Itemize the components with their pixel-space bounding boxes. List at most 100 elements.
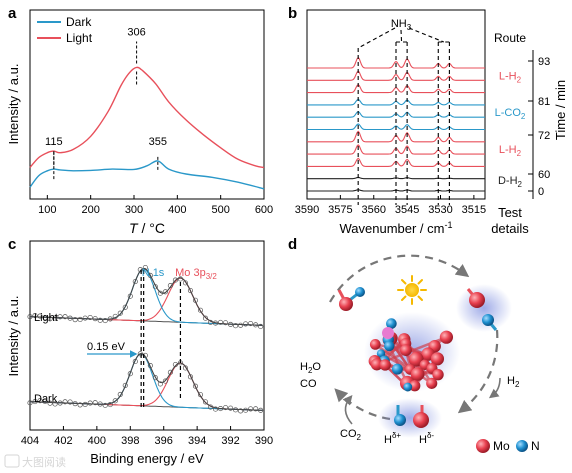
xps-data-point <box>192 383 199 389</box>
route-label-main: L-CO <box>495 107 522 119</box>
mo-atom <box>410 367 425 381</box>
xps-data-point <box>212 406 219 412</box>
xps-data-point <box>243 407 249 413</box>
route-label-0: D-H2 <box>498 175 523 189</box>
route-label-1: L-H2 <box>499 144 522 158</box>
xps-data-point <box>32 313 38 319</box>
ir-spectrum <box>307 70 485 81</box>
xps-data-point <box>167 283 173 289</box>
x-tick-label-3545: 3545 <box>395 204 419 216</box>
xps-data-point <box>162 289 168 295</box>
adsorbate-top-left-icon <box>337 287 365 311</box>
xps-data-point <box>152 284 158 290</box>
xps-data-point <box>243 321 249 327</box>
xps-data-point <box>182 280 188 286</box>
co-label: CO <box>300 378 317 390</box>
mo3p-label-sub: 3/2 <box>206 272 218 281</box>
xps-data-point <box>192 297 199 303</box>
series-line-light <box>29 66 265 169</box>
xps-data-point <box>102 402 108 408</box>
xps-data-point <box>157 381 163 387</box>
route-label-3: L-H2 <box>499 70 522 84</box>
panel-c-x-ticks: 404 402 400 398 396 394 392 390 <box>21 426 273 447</box>
xps-data-point <box>157 290 163 296</box>
h2o-label: H2O <box>300 361 321 375</box>
mo-atom <box>379 359 391 371</box>
xps-n1s-component <box>30 353 263 411</box>
xps-data-point <box>207 319 214 325</box>
xps-data-point <box>248 320 254 327</box>
xps-data-point <box>233 407 239 413</box>
xps-data-point <box>127 293 133 299</box>
xps-data-point <box>112 313 118 319</box>
route-label-main: D-H <box>498 175 518 187</box>
mo-atom <box>426 377 438 389</box>
xps-data-point <box>117 391 123 397</box>
xps-data-point <box>233 323 239 329</box>
glow-bottom <box>378 398 442 438</box>
x-tick-label-100: 100 <box>38 204 56 216</box>
xps-data-point <box>258 323 264 330</box>
h2-label: H2 <box>507 375 520 389</box>
xps-data-point <box>47 400 53 406</box>
time-tick-label-60: 60 <box>538 169 550 181</box>
mo-atom <box>369 339 381 350</box>
test-details-line2: details <box>491 221 529 236</box>
panel-d-scheme: d <box>288 236 540 453</box>
watermark-icon <box>4 454 20 468</box>
mo-atom <box>408 351 424 367</box>
x-tick-label-3515: 3515 <box>462 204 486 216</box>
panel-b-x-label-main: Wavenumber / cm <box>339 221 444 236</box>
xps-data-point <box>37 313 43 319</box>
x-tick-label-500: 500 <box>211 204 229 216</box>
route-label-sub: 2 <box>517 75 522 84</box>
route-label-2: L-CO2 <box>495 107 526 121</box>
legend-label-light: Light <box>66 31 93 45</box>
cycle-arrow-top <box>329 254 470 303</box>
n-atom <box>403 382 413 392</box>
x-tick-label-3530: 3530 <box>428 204 452 216</box>
shift-label: 0.15 eV <box>87 341 126 353</box>
xps-data-point <box>122 304 128 310</box>
time-tick-label-72: 72 <box>538 130 550 142</box>
x-tick-label-398: 398 <box>121 435 139 447</box>
x-tick-label-400: 400 <box>88 435 106 447</box>
xps-data-point <box>202 399 209 405</box>
xps-data-point <box>107 316 113 322</box>
x-tick-label-402: 402 <box>54 435 72 447</box>
xps-data-point <box>27 314 33 320</box>
time-tick-label-0: 0 <box>538 186 544 198</box>
xps-data-point <box>172 361 178 368</box>
h2-in-arrow <box>488 377 501 399</box>
route-label-main: L-H <box>499 70 517 82</box>
n-legend-icon <box>516 440 528 452</box>
route-label-main: L-H <box>499 144 517 156</box>
xps-data-point <box>228 405 234 411</box>
xps-data-point <box>97 317 103 323</box>
peak-label-306: 306 <box>127 26 145 38</box>
xps-data-point <box>238 408 244 414</box>
cycle-arrow-right <box>457 329 499 414</box>
panel-c-x-label: Binding energy / eV <box>90 451 204 466</box>
panel-b-letter: b <box>288 5 297 22</box>
xps-data-point <box>253 406 259 412</box>
xps-data-point <box>62 399 68 405</box>
nh3-label-sub: 3 <box>407 23 412 32</box>
mo-atom <box>400 344 412 357</box>
n-legend-label: N <box>531 439 540 453</box>
time-tick-label-93: 93 <box>538 56 550 68</box>
xps-data-point <box>187 287 194 294</box>
mo-legend-label: Mo <box>493 439 510 453</box>
x-tick-label-390: 390 <box>255 435 273 447</box>
xps-data-point <box>67 399 73 405</box>
highlight-atom <box>382 327 394 339</box>
xps-data-point <box>187 374 194 380</box>
xps-data-point <box>52 401 58 407</box>
xps-data-point <box>72 317 78 323</box>
x-tick-label-200: 200 <box>81 204 99 216</box>
mo-legend-icon <box>476 439 490 453</box>
xps-data-point <box>87 400 93 406</box>
xps-data-point <box>57 400 63 406</box>
xps-data-point <box>137 267 143 273</box>
